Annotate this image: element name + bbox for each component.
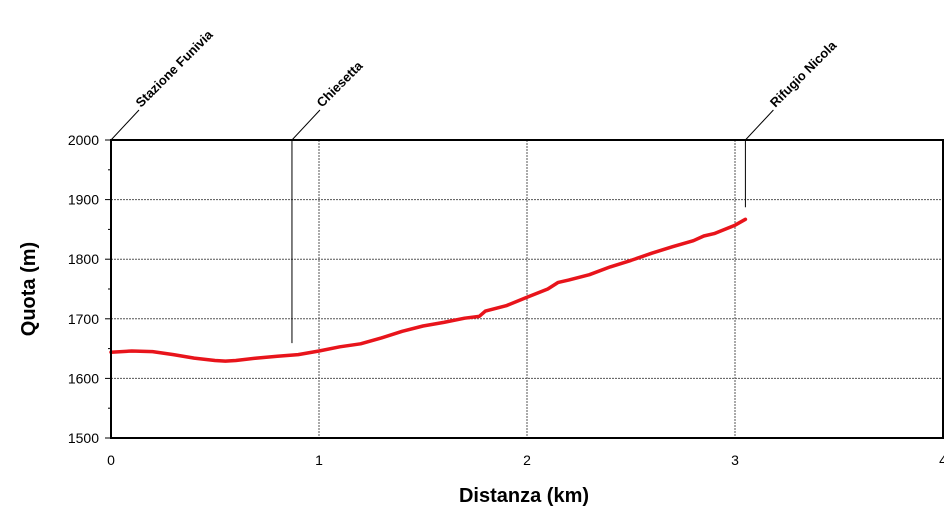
landmark-label: Stazione Funivia: [133, 26, 217, 110]
y-tick-label: 1800: [68, 251, 99, 267]
x-tick-label: 2: [523, 452, 531, 468]
axis-ticks: 1500 1600 1700 1800 1900 2000 0 1 2 3 4: [68, 132, 944, 468]
y-tick-label: 1500: [68, 430, 99, 446]
x-tick-label: 1: [315, 452, 323, 468]
y-tick-label: 1700: [68, 311, 99, 327]
landmark-leader-line: [745, 109, 774, 141]
x-tick-label: 4: [939, 452, 944, 468]
landmark-annotations: Stazione Funivia Chiesetta Rifugio Nicola: [110, 26, 840, 344]
landmark-label: Rifugio Nicola: [767, 37, 840, 110]
x-tick-label: 0: [107, 452, 115, 468]
y-tick-label: 2000: [68, 132, 99, 148]
landmark-leader-line: [110, 109, 140, 141]
grid-lines: [111, 140, 943, 438]
landmark-label: Chiesetta: [313, 58, 366, 111]
y-tick-label: 1600: [68, 370, 99, 386]
elevation-line-layer: [109, 217, 748, 363]
y-tick-label: 1900: [68, 192, 99, 208]
x-axis-title: Distanza (km): [459, 485, 589, 507]
x-tick-label: 3: [731, 452, 739, 468]
landmark-leader-line: [291, 109, 321, 141]
elevation-line: [109, 217, 748, 363]
y-axis-title: Quota (m): [18, 242, 40, 336]
